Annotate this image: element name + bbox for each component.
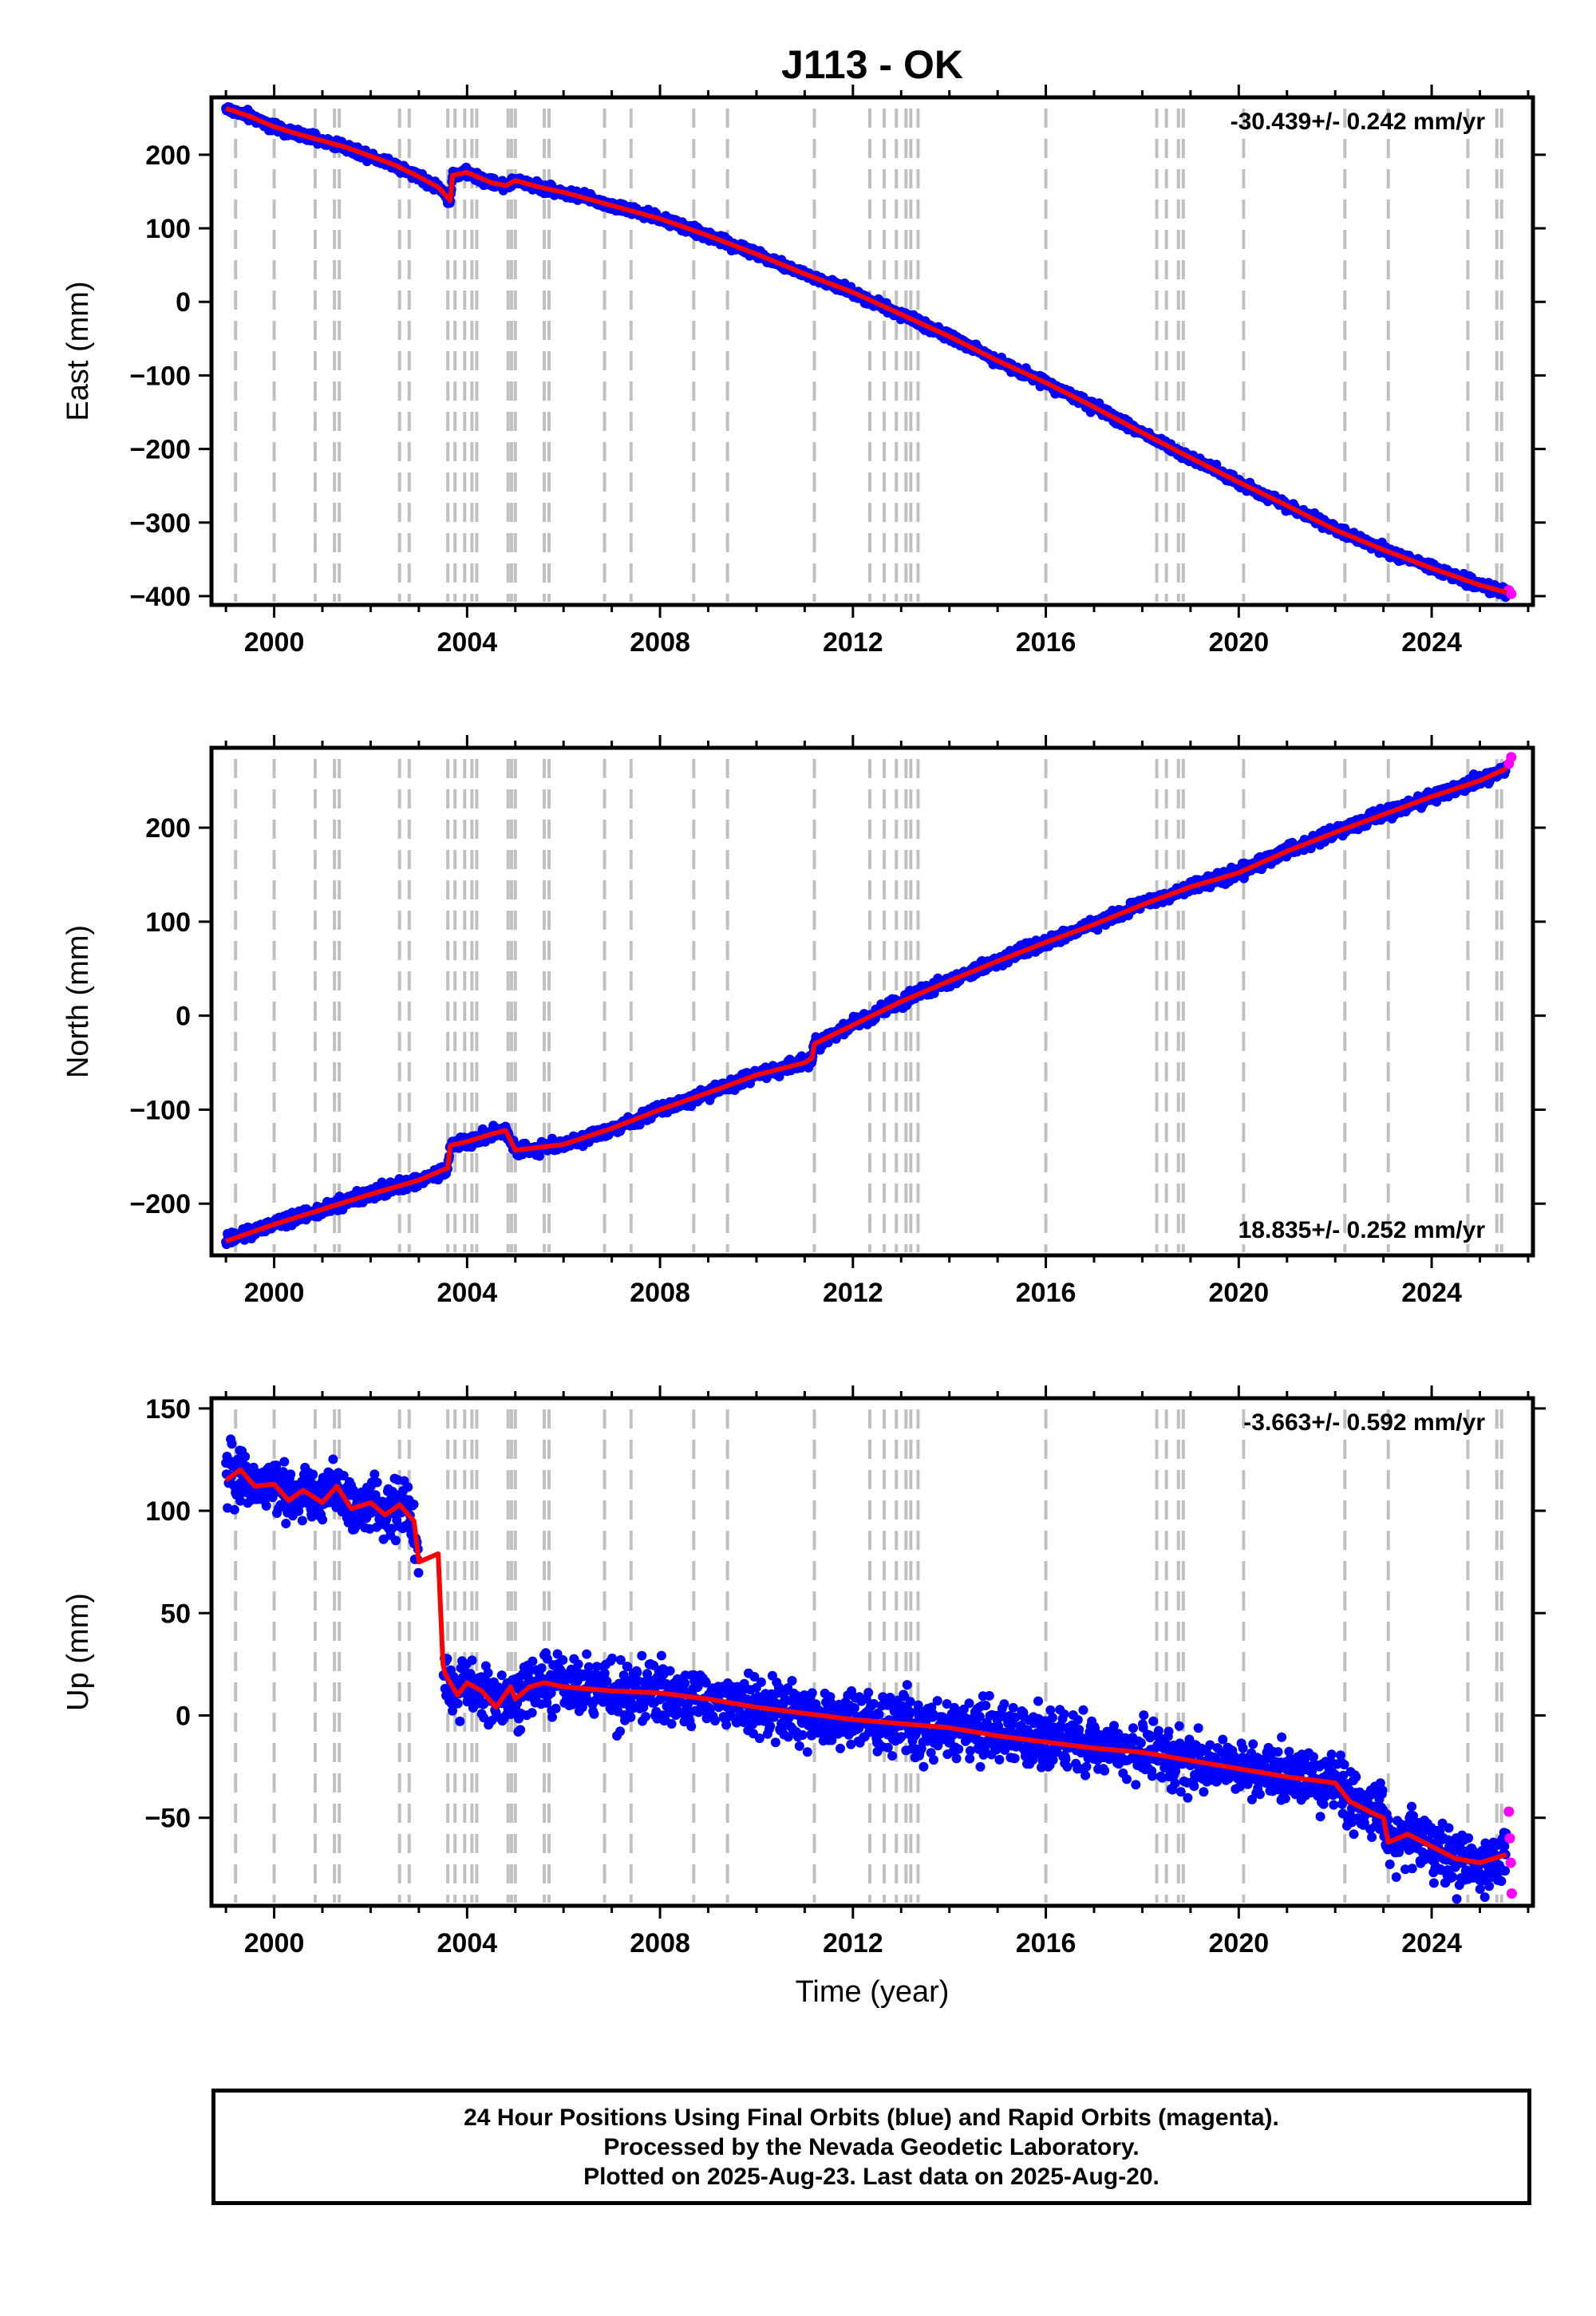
- x-tick-label: 2000: [244, 627, 305, 658]
- x-tick-label: 2016: [1016, 627, 1077, 658]
- x-tick-label: 2012: [823, 627, 883, 658]
- rapid-point: [1506, 588, 1517, 599]
- panels: 2000 2004 2008 2012 2016 2020 2024−400−300−200…: [61, 85, 1546, 2009]
- x-tick-label: 2024: [1401, 627, 1462, 658]
- y-tick-label: −400: [129, 582, 191, 612]
- y-tick-label: 200: [145, 140, 191, 171]
- figure-title: J113 - OK: [781, 42, 963, 87]
- y-tick-label: 0: [176, 287, 191, 318]
- y-tick-label: −300: [129, 508, 191, 539]
- y-tick-label: 100: [145, 214, 191, 244]
- final-orbit-points: [221, 761, 1511, 1250]
- rate-label: -30.439+/- 0.242 mm/yr: [1231, 109, 1486, 135]
- panel-north: 2000 2004 2008 2012 2016 2020 2024−200−1000100…: [61, 735, 1546, 1308]
- y-axis-label: East (mm): [61, 281, 95, 421]
- x-tick-label: 2008: [630, 627, 690, 658]
- y-tick-label: −200: [129, 435, 191, 465]
- panel-east: 2000 2004 2008 2012 2016 2020 2024−400−300−200…: [61, 85, 1546, 658]
- y-tick-label: −100: [129, 361, 191, 391]
- x-tick-label: 2004: [437, 627, 498, 658]
- x-tick-label: 2020: [1209, 627, 1270, 658]
